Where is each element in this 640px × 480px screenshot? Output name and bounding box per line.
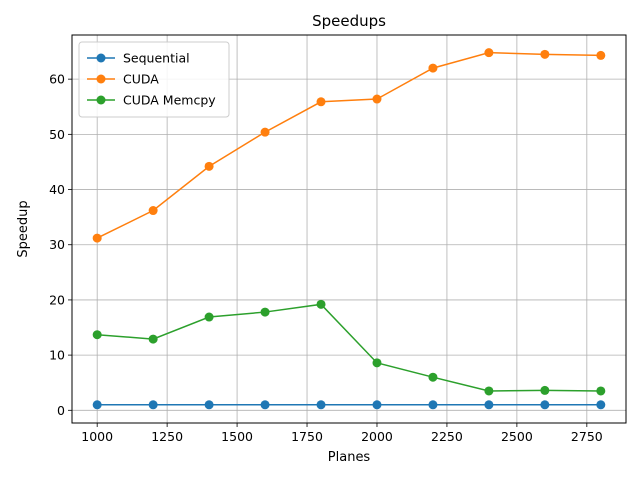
chart-title: Speedups — [312, 12, 386, 30]
data-point-cuda — [316, 97, 326, 107]
data-point-cuda — [372, 94, 382, 104]
data-point-sequential — [92, 400, 102, 410]
x-axis-title: Planes — [328, 450, 371, 465]
legend-label-cuda: CUDA — [123, 72, 159, 87]
series-line-cuda — [96, 51, 601, 239]
y-tick-label: 30 — [49, 237, 65, 252]
x-tick-label: 2500 — [501, 429, 533, 444]
data-point-cuda — [92, 233, 102, 243]
data-point-sequential — [372, 400, 382, 410]
y-tick-label: 0 — [57, 403, 65, 418]
data-point-cuda-memcpy — [204, 312, 214, 322]
x-tick-label: 2250 — [431, 429, 463, 444]
data-point-sequential — [428, 400, 438, 410]
data-point-sequential — [260, 400, 270, 410]
data-point-sequential — [484, 400, 494, 410]
data-point-cuda — [148, 206, 158, 216]
x-tick-label: 1250 — [151, 429, 183, 444]
legend-label-sequential: Sequential — [123, 51, 190, 66]
axis-ticks: 1000 1250 1500 1750 2000 2250 2500 2750 0 10 20 30 4… — [49, 72, 603, 444]
legend: Sequential CUDA CUDA Memcpy — [78, 41, 230, 118]
y-tick-label: 40 — [49, 182, 65, 197]
x-tick-label: 2000 — [361, 429, 393, 444]
data-point-cuda-memcpy — [540, 385, 550, 395]
data-point-cuda-memcpy — [484, 386, 494, 396]
legend-marker-cuda — [96, 74, 106, 84]
data-point-sequential — [316, 400, 326, 410]
data-point-cuda-memcpy — [596, 386, 606, 396]
data-point-cuda-memcpy — [92, 330, 102, 340]
data-point-cuda — [596, 50, 606, 60]
data-point-sequential — [204, 400, 214, 410]
y-tick-label: 20 — [49, 292, 65, 307]
data-point-sequential — [596, 400, 606, 410]
series-line-cuda-memcpy — [97, 303, 601, 392]
y-tick-label: 60 — [49, 72, 65, 87]
series-lines — [92, 48, 606, 410]
plot-frame — [71, 34, 627, 424]
data-point-cuda — [484, 48, 494, 58]
y-tick-label: 10 — [49, 348, 65, 363]
data-point-cuda — [540, 49, 550, 59]
y-axis-title: Speedup — [16, 200, 31, 257]
data-point-cuda — [204, 161, 214, 171]
x-tick-label: 1500 — [221, 429, 253, 444]
x-tick-label: 1000 — [81, 429, 113, 444]
legend-marker-cuda-memcpy — [96, 95, 106, 105]
data-point-cuda-memcpy — [148, 334, 158, 344]
data-point-cuda-memcpy — [260, 307, 270, 317]
data-point-cuda-memcpy — [372, 358, 382, 368]
grid — [72, 35, 626, 423]
data-point-sequential — [148, 400, 158, 410]
x-tick-label: 1750 — [291, 429, 323, 444]
data-point-sequential — [540, 400, 550, 410]
legend-marker-sequential — [96, 53, 106, 63]
data-point-cuda — [428, 63, 438, 73]
data-point-cuda-memcpy — [428, 372, 438, 382]
data-point-cuda-memcpy — [316, 299, 326, 309]
y-tick-label: 50 — [49, 127, 65, 142]
legend-label-cuda-memcpy: CUDA Memcpy — [123, 93, 216, 108]
data-point-cuda — [260, 127, 270, 137]
x-tick-label: 2750 — [571, 429, 603, 444]
legend-box — [78, 41, 230, 118]
